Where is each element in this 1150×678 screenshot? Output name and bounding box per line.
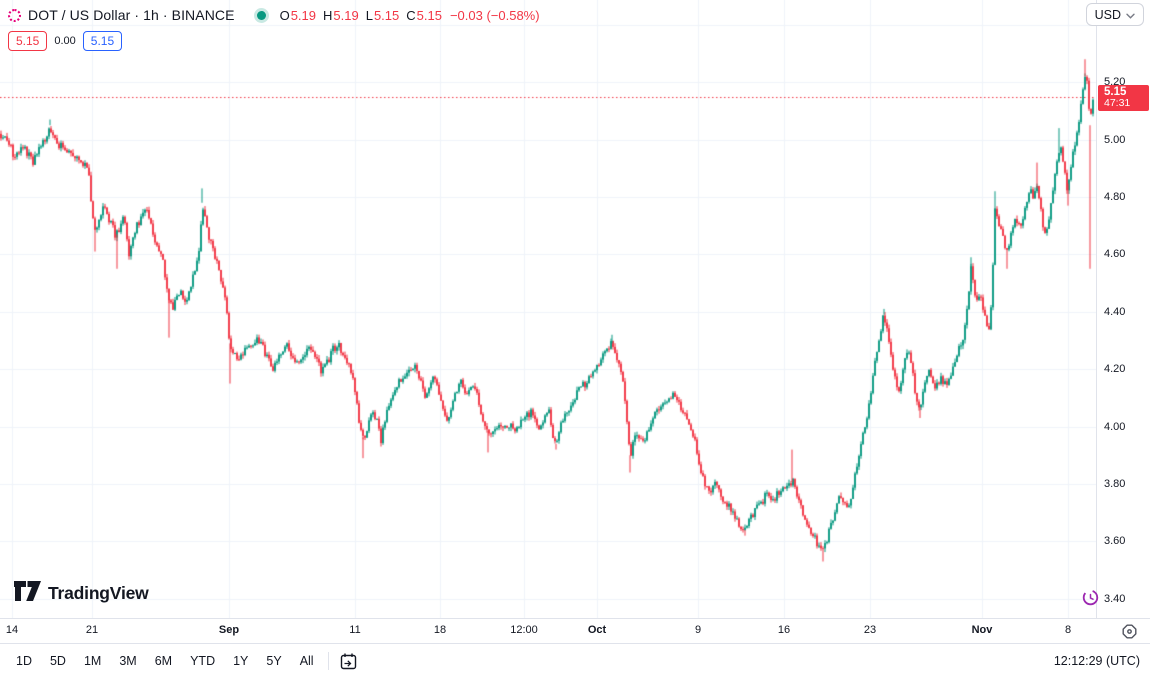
- price-tick-label: 4.00: [1104, 420, 1126, 433]
- time-tick-label: Sep: [218, 624, 240, 636]
- price-axis[interactable]: 5.15 47:31 5.20 5.00 4.80 4.60 4.40 4.20 4.00 3…: [1096, 0, 1150, 618]
- go-to-date-icon[interactable]: [339, 652, 358, 671]
- range-button-5d[interactable]: 5D: [49, 654, 66, 668]
- price-tick-label: 5.00: [1104, 133, 1126, 146]
- toolbar-divider: [327, 652, 329, 670]
- purple-timer-icon[interactable]: [1082, 589, 1099, 611]
- currency-label: USD: [1094, 7, 1121, 22]
- time-tick-label: 16: [777, 624, 791, 636]
- time-tick-label: Nov: [971, 624, 993, 636]
- range-button-1d[interactable]: 1D: [16, 654, 32, 668]
- symbol-header: DOT / US Dollar · 1h · BINANCE O 5.19 H 5.…: [8, 4, 540, 26]
- high-value: 5.19: [333, 7, 359, 23]
- last-price-value: 5.15: [1104, 85, 1127, 98]
- range-button-3m[interactable]: 3M: [119, 654, 137, 668]
- zero-value-label: 0.00: [54, 35, 76, 47]
- polkadot-logo-icon: [8, 8, 21, 22]
- symbol-title[interactable]: DOT / US Dollar · 1h · BINANCE: [28, 7, 235, 23]
- price-labels-row: 5.15 0.00 5.15: [8, 31, 123, 51]
- time-tick-label: 8: [1064, 624, 1072, 636]
- tradingview-watermark: TradingView: [14, 581, 149, 606]
- chart-pane[interactable]: TradingView: [0, 0, 1099, 618]
- price-tick-label: 4.80: [1104, 191, 1126, 203]
- low-value: 5.15: [373, 7, 400, 23]
- chevron-down-icon: [1126, 8, 1135, 22]
- time-tick-label: 21: [85, 624, 99, 636]
- price-tick-label: 4.20: [1104, 363, 1126, 376]
- low-price-chip[interactable]: 5.15: [82, 31, 123, 51]
- high-label: H: [323, 7, 333, 23]
- range-button-1m[interactable]: 1M: [83, 654, 102, 668]
- open-value: 5.19: [290, 7, 316, 23]
- range-button-6m[interactable]: 6M: [154, 654, 173, 668]
- watermark-text: TradingView: [48, 583, 149, 603]
- ohlc-legend: O 5.19 H 5.19 L 5.15 C 5.15 −0.03 (−0.58%): [280, 8, 540, 23]
- range-button-ytd[interactable]: YTD: [190, 654, 216, 668]
- price-tick-label: 3.40: [1104, 592, 1126, 605]
- time-tick-label: 14: [5, 624, 19, 636]
- open-label: O: [279, 7, 290, 23]
- range-button-1y[interactable]: 1Y: [233, 654, 249, 668]
- currency-dropdown-button[interactable]: USD: [1085, 3, 1144, 26]
- date-range-buttons: 1D 5D 1M 3M 6M YTD 1Y 5Y All: [10, 651, 320, 671]
- price-tick-label: 3.80: [1104, 478, 1126, 490]
- bar-countdown: 47:31: [1104, 96, 1131, 109]
- range-button-all[interactable]: All: [299, 654, 314, 668]
- time-tick-label: 9: [694, 624, 702, 636]
- time-tick-label: 11: [349, 624, 361, 636]
- change-value: −0.03 (−0.58%): [449, 7, 540, 23]
- last-price-badge: 5.15 47:31: [1098, 84, 1149, 111]
- time-axis[interactable]: 14 21 Sep 11 18 12:00 Oct 9 16 23 Nov 8: [0, 618, 1150, 643]
- price-tick-label: 3.60: [1104, 535, 1126, 548]
- gear-icon[interactable]: [1121, 623, 1138, 645]
- utc-clock[interactable]: 12:12:29 (UTC): [1053, 654, 1140, 668]
- candlestick-chart-canvas[interactable]: [0, 0, 1096, 618]
- time-tick-label: 23: [863, 624, 877, 636]
- close-label: C: [406, 7, 416, 23]
- low-label: L: [365, 7, 373, 23]
- close-value: 5.15: [416, 7, 442, 23]
- tradingview-logo-icon: [14, 581, 41, 606]
- time-tick-label: 18: [433, 624, 447, 636]
- high-price-chip[interactable]: 5.15: [8, 31, 48, 51]
- market-status-dot-icon[interactable]: [256, 10, 266, 20]
- price-tick-label: 4.40: [1104, 305, 1126, 318]
- bottom-toolbar: 1D 5D 1M 3M 6M YTD 1Y 5Y All 12:12:29 (UTC): [0, 643, 1150, 678]
- price-tick-label: 4.60: [1104, 248, 1126, 261]
- time-tick-label: 12:00: [510, 624, 538, 636]
- range-button-5y[interactable]: 5Y: [266, 654, 282, 668]
- time-tick-label: Oct: [587, 624, 607, 636]
